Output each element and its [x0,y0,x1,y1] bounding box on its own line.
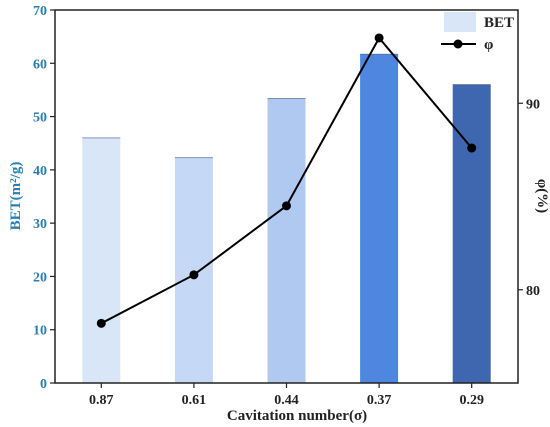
left-tick-label-50: 50 [33,111,47,126]
left-tick-label-0: 0 [40,377,47,392]
left-tick-label-40: 40 [33,164,47,179]
left-tick-label-70: 70 [33,4,47,19]
bar-0.29 [452,84,491,383]
legend-label-phi: φ [484,37,493,53]
x-tick-label-0.44: 0.44 [274,393,299,408]
x-axis-title: Cavitation number(σ) [227,408,367,424]
phi-point-0.61 [189,270,199,280]
x-tick-label-0.61: 0.61 [182,393,207,408]
bars-layer [82,53,491,383]
left-tick-label-30: 30 [33,217,47,232]
bar-0.44 [267,98,306,383]
legend-label-bet: BET [484,15,514,31]
bar-0.61 [174,157,213,383]
phi-point-0.87 [96,318,106,328]
right-tick-label-90: 90 [526,97,540,112]
bar-0.87 [82,137,121,383]
x-tick-label-0.37: 0.37 [367,393,392,408]
left-tick-label-10: 10 [33,324,47,339]
legend-marker-phi [453,39,463,49]
legend: BET φ [441,12,514,53]
phi-point-0.29 [467,143,477,153]
x-tick-label-0.87: 0.87 [89,393,114,408]
right-axis-title: φ(%) [534,179,550,213]
phi-point-0.37 [374,33,384,43]
left-tick-label-60: 60 [33,57,47,72]
right-tick-label-80: 80 [526,284,540,299]
x-tick-label-0.29: 0.29 [459,393,484,408]
phi-point-0.44 [282,201,291,211]
ticks-layer: 0 10 20 30 40 50 60 70 80 90 0.87 0.61 0.44 0.37 0.29 [33,4,540,408]
left-axis-title: BET(m²/g) [8,162,24,231]
bar-0.37 [360,54,399,383]
line-layer [96,33,477,328]
left-tick-label-20: 20 [33,270,47,285]
legend-swatch-bet [444,12,476,32]
